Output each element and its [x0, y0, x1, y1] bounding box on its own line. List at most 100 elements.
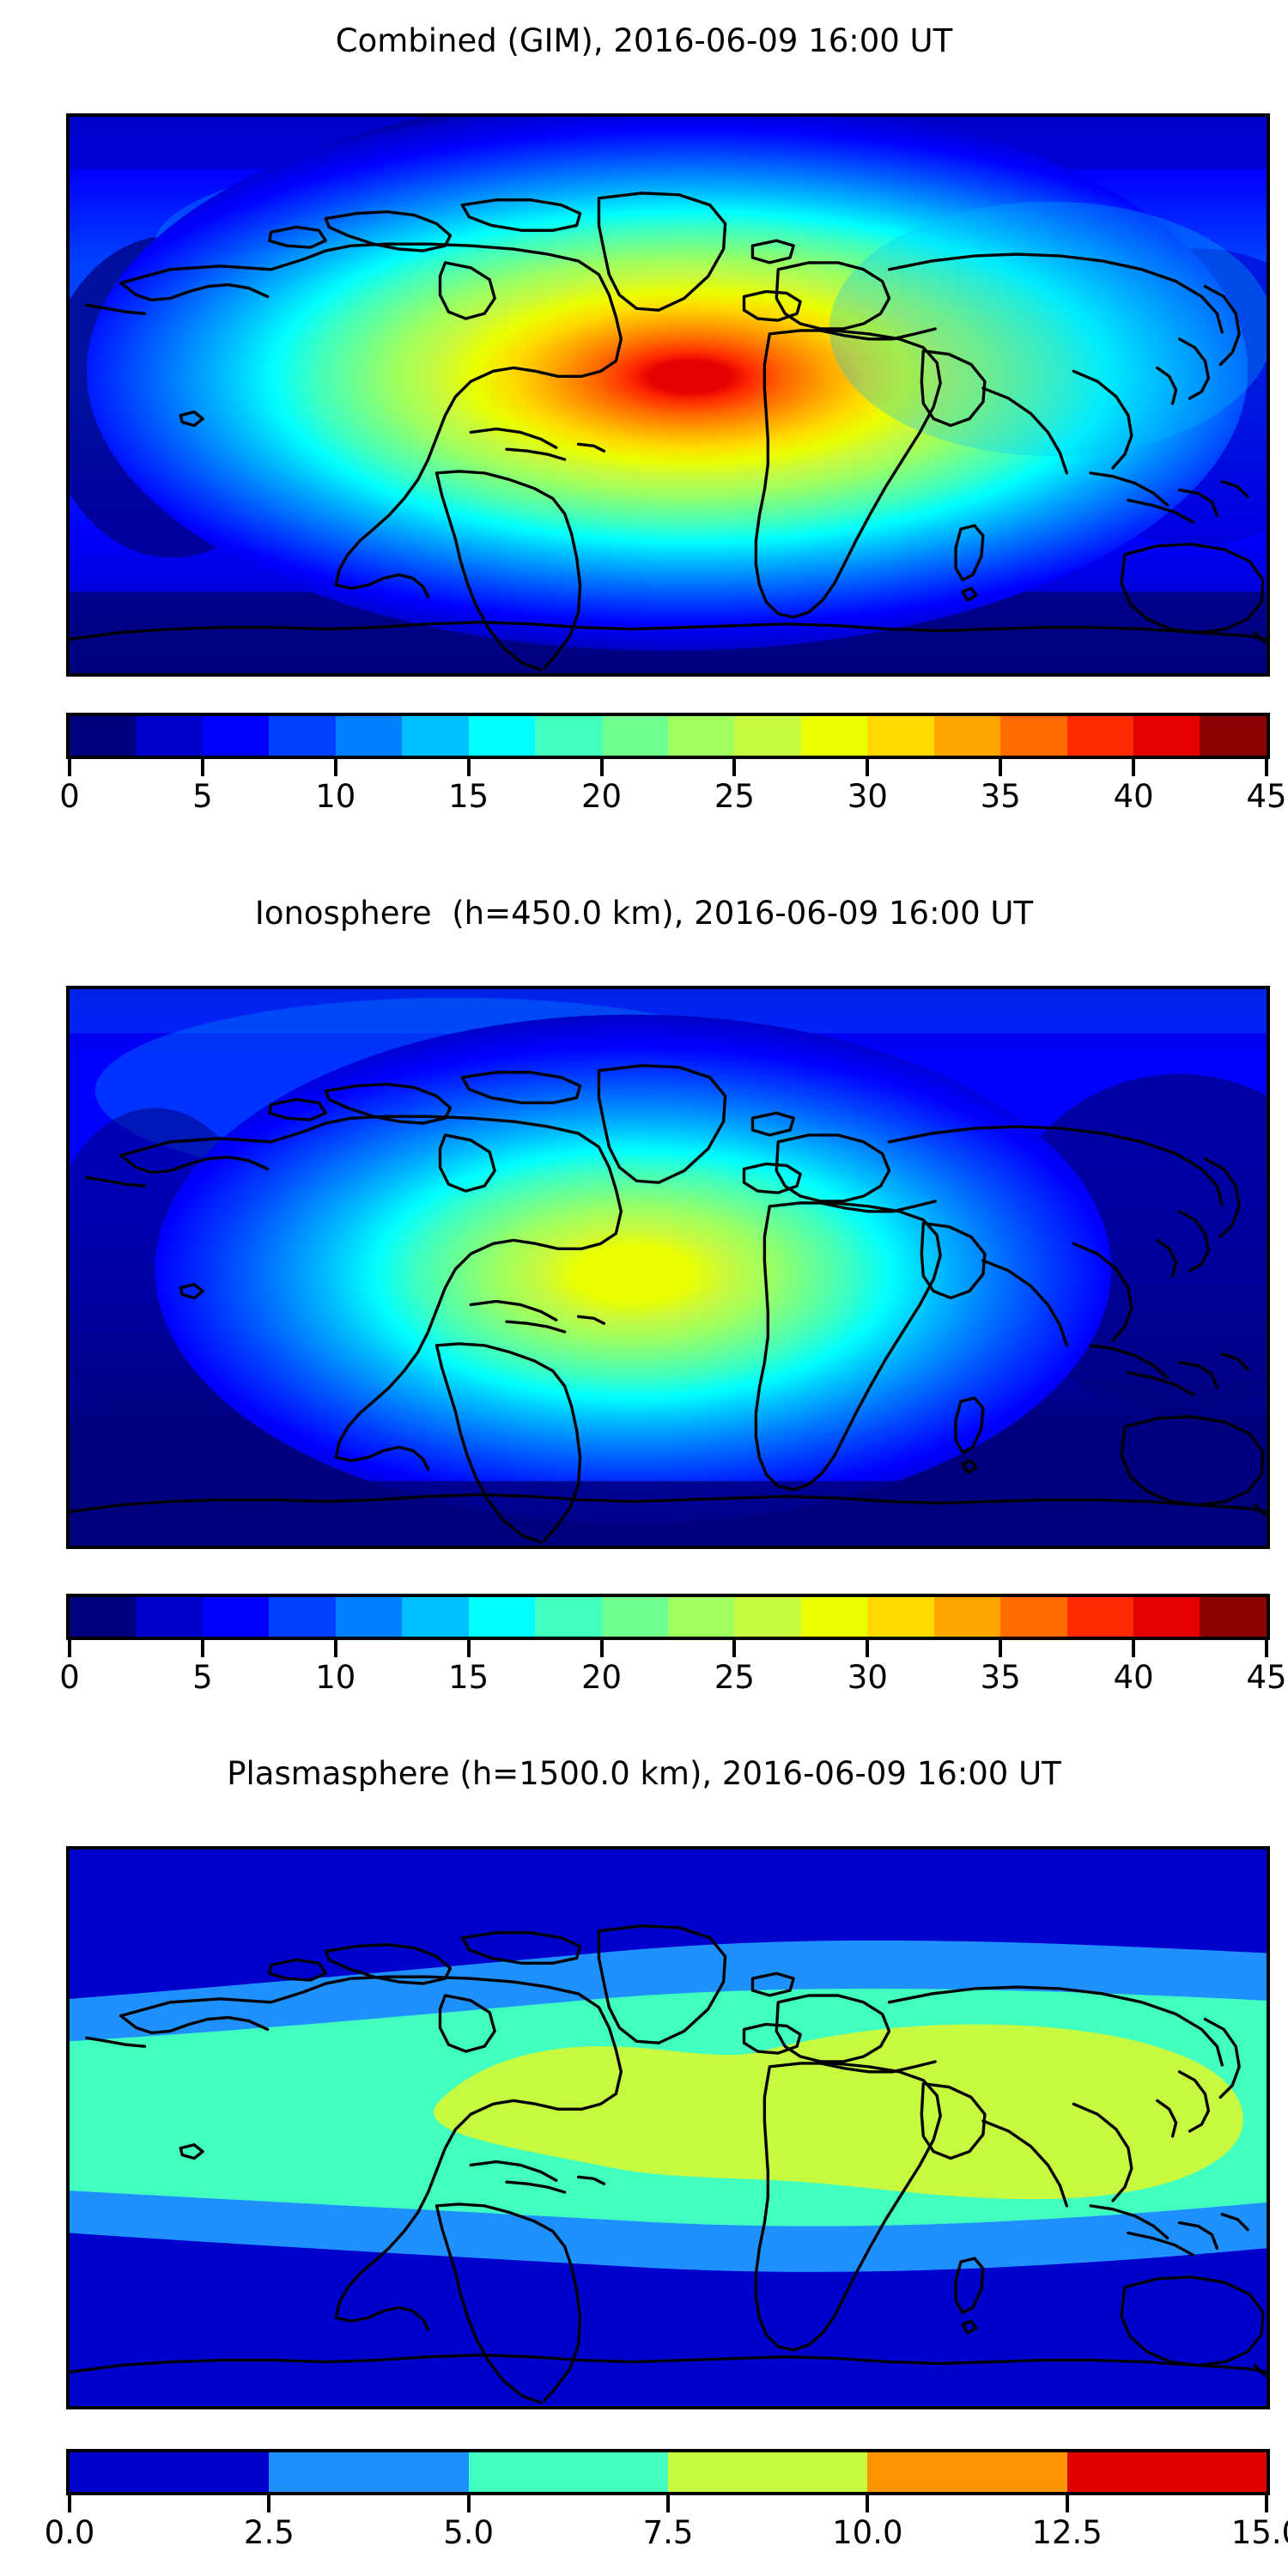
colorbar-band: [70, 2452, 270, 2492]
colorbar-bands-ionosphere: [66, 1594, 1270, 1640]
colorbar-tick-label: 12.5: [1031, 2514, 1103, 2551]
panel-combined-gim: Combined (GIM), 2016-06-09 16:00 UT: [0, 0, 1288, 859]
colorbar-tick-label: 0.0: [44, 2514, 95, 2551]
map-svg-combined-gim: [70, 117, 1267, 673]
colorbar-tick-mark: [1065, 2495, 1069, 2512]
colorbar-tick-mark: [866, 759, 870, 776]
colorbar-band: [1066, 1597, 1133, 1637]
colorbar-bands-combined-gim: [66, 713, 1270, 759]
colorbar-tick-label: 30: [847, 778, 888, 815]
colorbar-band: [667, 2452, 868, 2492]
colorbar-tick-mark: [200, 759, 204, 776]
colorbar-tick-label: 10.0: [832, 2514, 903, 2551]
colorbar-band: [136, 1597, 203, 1637]
colorbar-tick-mark: [333, 1640, 337, 1657]
colorbar-tick-mark: [267, 2495, 271, 2512]
colorbar-band: [1000, 1597, 1067, 1637]
colorbar-tick-label: 40: [1113, 1659, 1154, 1696]
colorbar-tick-mark: [466, 2495, 471, 2512]
colorbar-band: [1000, 716, 1067, 756]
colorbar-tick-label: 20: [581, 778, 623, 815]
colorbar-band: [535, 1597, 602, 1637]
colorbar-ionosphere: 0 5 10 15 20 25 30 35 40 45: [59, 1594, 1287, 1707]
colorbar-band: [1066, 716, 1133, 756]
panel-plasmasphere: Plasmasphere (h=1500.0 km), 2016-06-09 1…: [0, 1743, 1288, 2576]
colorbar-tick-label: 25: [714, 1659, 755, 1696]
map-plasmasphere: [66, 1846, 1270, 2409]
colorbar-band: [202, 1597, 270, 1637]
colorbar-labels-combined-gim: 0 5 10 15 20 25 30 35 40 45: [59, 778, 1286, 826]
colorbar-band: [269, 1597, 336, 1637]
colorbar-tick-label: 10: [315, 1659, 356, 1696]
colorbar-band: [468, 1597, 536, 1637]
panel-ionosphere: Ionosphere (h=450.0 km), 2016-06-09 16:0…: [0, 859, 1288, 1743]
colorbar-tick-label: 30: [847, 1659, 888, 1696]
colorbar-band: [269, 716, 336, 756]
panel-title-combined-gim: Combined (GIM), 2016-06-09 16:00 UT: [335, 22, 953, 59]
colorbar-band: [1200, 716, 1267, 756]
colorbar-tick-mark: [1265, 1640, 1268, 1657]
colorbar-tick-mark: [866, 1640, 870, 1657]
colorbar-tick-mark: [1265, 2495, 1268, 2512]
colorbar-tick-mark: [599, 759, 604, 776]
colorbar-tick-mark: [999, 759, 1003, 776]
colorbar-band: [667, 716, 735, 756]
colorbar-band: [1066, 2452, 1267, 2492]
colorbar-band: [402, 1597, 469, 1637]
colorbar-tick-label: 5.0: [443, 2514, 495, 2551]
colorbar-tick-label: 0: [59, 1659, 80, 1696]
colorbar-band: [601, 716, 668, 756]
colorbar-tick-mark: [866, 2495, 870, 2512]
colorbar-tick-mark: [68, 1640, 71, 1657]
colorbar-band: [800, 1597, 868, 1637]
colorbar-tick-mark: [732, 1640, 737, 1657]
colorbar-tick-label: 45: [1246, 1659, 1287, 1696]
map-ionosphere: [66, 986, 1270, 1549]
colorbar-bands-plasmasphere: [66, 2449, 1270, 2495]
colorbar-band: [933, 1597, 1001, 1637]
colorbar-band: [867, 716, 934, 756]
colorbar-tick-mark: [1132, 1640, 1136, 1657]
colorbar-band: [933, 716, 1001, 756]
colorbar-tick-mark: [1265, 759, 1268, 776]
colorbar-band: [800, 716, 868, 756]
colorbar-band: [468, 2452, 668, 2492]
colorbar-tick-label: 5: [192, 778, 213, 815]
coastlines-ionosphere: [70, 1064, 1267, 1544]
colorbar-tick-mark: [68, 2495, 71, 2512]
colorbar-band: [535, 716, 602, 756]
colorbar-labels-plasmasphere: 0.0 2.5 5.0 7.5 10.0 12.5 15.0: [45, 2514, 1288, 2562]
colorbar-tick-label: 10: [315, 778, 356, 815]
panel-title-plasmasphere: Plasmasphere (h=1500.0 km), 2016-06-09 1…: [227, 1755, 1061, 1792]
colorbar-tick-mark: [1132, 759, 1136, 776]
coastlines-plasmasphere: [70, 1924, 1267, 2404]
colorbar-band: [70, 1597, 137, 1637]
panel-title-ionosphere: Ionosphere (h=450.0 km), 2016-06-09 16:0…: [254, 895, 1034, 932]
colorbar-tick-mark: [666, 2495, 670, 2512]
colorbar-tick-label: 2.5: [243, 2514, 295, 2551]
colorbar-band: [335, 1597, 403, 1637]
colorbar-band: [402, 716, 469, 756]
colorbar-band: [667, 1597, 735, 1637]
colorbar-ticks-plasmasphere: [66, 2495, 1270, 2514]
colorbar-band: [202, 716, 270, 756]
colorbar-band: [70, 716, 137, 756]
colorbar-band: [867, 2452, 1067, 2492]
colorbar-tick-mark: [200, 1640, 204, 1657]
colorbar-band: [468, 716, 536, 756]
colorbar-band: [601, 1597, 668, 1637]
coastlines-combined-gim: [70, 191, 1267, 671]
colorbar-tick-label: 0: [59, 778, 80, 815]
map-svg-ionosphere: [70, 989, 1267, 1546]
colorbar-tick-label: 45: [1246, 778, 1287, 815]
colorbar-tick-label: 5: [192, 1659, 213, 1696]
colorbar-tick-label: 15: [448, 778, 489, 815]
colorbar-plasmasphere: 0.0 2.5 5.0 7.5 10.0 12.5 15.0: [45, 2449, 1288, 2562]
colorbar-tick-mark: [599, 1640, 604, 1657]
colorbar-band: [867, 1597, 934, 1637]
colorbar-tick-label: 20: [581, 1659, 623, 1696]
colorbar-tick-mark: [68, 759, 71, 776]
colorbar-band: [1133, 716, 1200, 756]
colorbar-band: [136, 716, 203, 756]
